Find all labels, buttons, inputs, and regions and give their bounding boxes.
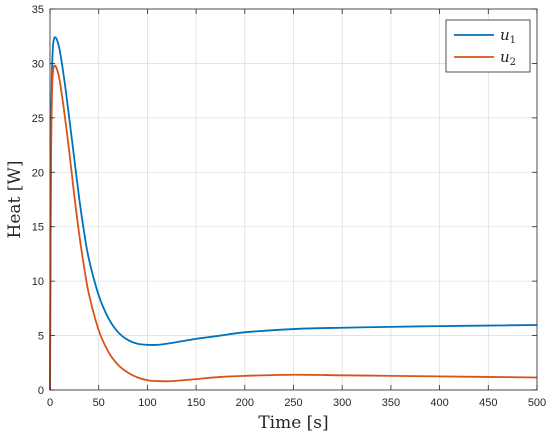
series-line-u1 <box>49 36 538 391</box>
x-tick-label: 150 <box>187 397 205 409</box>
x-tick-label: 200 <box>236 397 254 409</box>
y-tick-label: 0 <box>38 385 44 397</box>
legend-label: u1 <box>500 26 516 46</box>
legend-label-base: u <box>500 26 510 44</box>
x-tick-label: 50 <box>93 397 105 409</box>
x-tick-label: 300 <box>333 397 351 409</box>
y-axis-label: Heat [W] <box>5 161 25 239</box>
y-tick-label: 15 <box>32 222 44 234</box>
legend-item-u2: u2 <box>454 48 516 68</box>
legend-label-sub: 2 <box>510 57 516 68</box>
x-tick-label: 450 <box>479 397 497 409</box>
legend-label: u2 <box>500 48 516 68</box>
x-tick-label: 250 <box>284 397 302 409</box>
x-axis-label: Time [s] <box>258 413 328 433</box>
y-tick-label: 35 <box>32 4 44 16</box>
legend-item-u1: u1 <box>454 26 516 46</box>
legend-label-base: u <box>500 48 510 66</box>
y-tick-label: 30 <box>32 58 44 70</box>
series-line-u2 <box>49 64 538 391</box>
y-axis-ticks: 0 5 10 15 20 25 30 35 <box>32 4 537 397</box>
x-tick-label: 350 <box>382 397 400 409</box>
x-tick-label: 500 <box>528 397 546 409</box>
legend-label-sub: 1 <box>510 35 516 46</box>
y-tick-label: 25 <box>32 113 44 125</box>
x-axis-ticks: 0 50 100 150 200 250 300 350 400 450 500 <box>47 9 546 409</box>
series-layer <box>49 36 538 391</box>
x-tick-label: 100 <box>138 397 156 409</box>
x-tick-label: 400 <box>430 397 448 409</box>
y-tick-label: 5 <box>38 331 44 343</box>
y-tick-label: 10 <box>32 276 44 288</box>
y-tick-label: 20 <box>32 167 44 179</box>
legend-box <box>445 19 531 73</box>
x-tick-label: 0 <box>47 397 53 409</box>
